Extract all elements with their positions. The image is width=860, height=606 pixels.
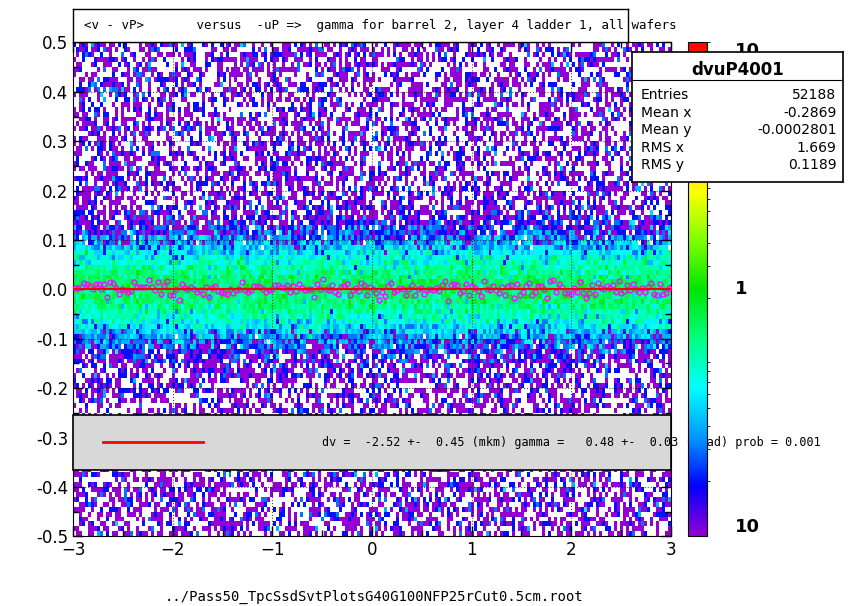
Text: -0.2869: -0.2869: [783, 105, 837, 119]
Text: 10: 10: [735, 42, 760, 61]
Text: 1: 1: [735, 281, 748, 298]
Text: 52188: 52188: [792, 88, 837, 102]
Text: 0.1189: 0.1189: [788, 158, 837, 172]
Text: Entries: Entries: [641, 88, 689, 102]
Text: -0.0002801: -0.0002801: [757, 123, 837, 137]
Text: Mean y: Mean y: [641, 123, 691, 137]
Bar: [73, 415, 671, 470]
Text: RMS y: RMS y: [641, 158, 684, 172]
Text: 1.669: 1.669: [796, 141, 837, 155]
Text: 10: 10: [735, 518, 760, 536]
Text: dv =  -2.52 +-  0.45 (mkm) gamma =   0.48 +-  0.03 (mrad) prob = 0.001: dv = -2.52 +- 0.45 (mkm) gamma = 0.48 +-…: [322, 436, 821, 449]
Text: ../Pass50_TpcSsdSvtPlotsG40G100NFP25rCut0.5cm.root: ../Pass50_TpcSsdSvtPlotsG40G100NFP25rCut…: [165, 590, 583, 604]
Text: RMS x: RMS x: [641, 141, 684, 155]
Text: dvuP4001: dvuP4001: [691, 61, 783, 79]
Text: <v - vP>       versus  -uP =>  gamma for barrel 2, layer 4 ladder 1, all wafers: <v - vP> versus -uP => gamma for barrel …: [84, 19, 677, 32]
Text: Mean x: Mean x: [641, 105, 691, 119]
